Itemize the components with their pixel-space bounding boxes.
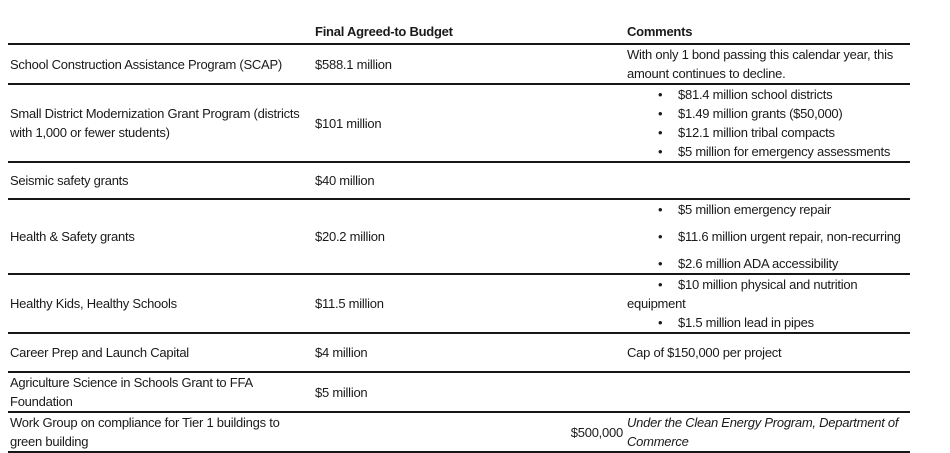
program-name: Health & Safety grants [10, 229, 135, 244]
bullet-icon: • [658, 315, 663, 330]
budget-cell: $4 million [313, 333, 625, 373]
program-name: Healthy Kids, Healthy Schools [10, 296, 177, 311]
bullet-icon: • [658, 277, 663, 292]
bullet-item: • $12.1 million tribal compacts [627, 123, 908, 142]
bullet-text: $5 million for emergency assessments [678, 144, 891, 159]
bullet-item: • $2.6 million ADA accessibility [627, 254, 908, 272]
bullet-icon: • [658, 87, 663, 102]
program-cell: Healthy Kids, Healthy Schools [8, 274, 313, 334]
table-row-work-group: Work Group on compliance for Tier 1 buil… [8, 412, 910, 453]
program-name: Career Prep and Launch Capital [10, 345, 189, 360]
bullet-text: $10 million physical and nutrition equip… [627, 277, 858, 311]
col-header-comments-label: Comments [627, 24, 693, 39]
program-cell: Seismic safety grants [8, 162, 313, 200]
bullet-item: • $1.49 million grants ($50,000) [627, 104, 908, 123]
bullet-text: $1.49 million grants ($50,000) [678, 106, 843, 121]
program-cell: Career Prep and Launch Capital [8, 333, 313, 373]
bullet-item: • $5 million emergency repair [627, 200, 908, 219]
bullet-icon: • [658, 202, 663, 217]
budget-cell: $40 million [313, 162, 625, 200]
table-row-seismic: Seismic safety grants $40 million [8, 162, 910, 200]
table-row-scap: School Construction Assistance Program (… [8, 44, 910, 85]
table-row-health-safety: Health & Safety grants $20.2 million • $5… [8, 199, 910, 275]
budget-value: $5 million [315, 384, 368, 400]
budget-cell: $11.5 million [313, 274, 625, 334]
table-row-agriculture: Agriculture Science in Schools Grant to … [8, 372, 910, 413]
program-name: Seismic safety grants [10, 173, 129, 188]
comments-cell: • $10 million physical and nutrition equi… [625, 274, 910, 334]
table-row-career-prep: Career Prep and Launch Capital $4 millio… [8, 333, 910, 373]
bullet-icon: • [658, 144, 663, 159]
bullet-item: • $5 million for emergency assessments [627, 142, 908, 160]
program-cell: School Construction Assistance Program (… [8, 44, 313, 85]
program-cell: Health & Safety grants [8, 199, 313, 275]
comment-text: With only 1 bond passing this calendar y… [627, 47, 893, 81]
budget-value: $20.2 million [315, 229, 385, 244]
bullet-icon: • [658, 229, 663, 244]
bullet-item: • $11.6 million urgent repair, non-recurr… [627, 227, 908, 246]
document-page: Final Agreed-to Budget Comments School C… [8, 22, 910, 453]
bullet-item: • $10 million physical and nutrition equi… [627, 275, 908, 313]
budget-value: $588.1 million [315, 56, 392, 72]
bullet-item: • $81.4 million school districts [627, 85, 908, 104]
program-name: Small District Modernization Grant Progr… [10, 106, 300, 140]
program-cell: Agriculture Science in Schools Grant to … [8, 372, 313, 413]
budget-table: Final Agreed-to Budget Comments School C… [8, 22, 910, 453]
bullet-icon: • [658, 125, 663, 140]
comment-text: Cap of $150,000 per project [627, 345, 782, 360]
table-row-healthy-kids: Healthy Kids, Healthy Schools $11.5 mill… [8, 274, 910, 334]
budget-cell: $5 million [313, 372, 625, 413]
budget-value: $4 million [315, 345, 368, 360]
comment-text: Under the Clean Energy Program, Departme… [627, 415, 899, 449]
comments-cell: With only 1 bond passing this calendar y… [625, 44, 910, 85]
budget-cell: $101 million [313, 84, 625, 163]
bullet-item: • $1.5 million lead in pipes [627, 313, 908, 331]
comments-cell: • $5 million emergency repair • $11.6 mill… [625, 199, 910, 275]
bullet-text: $81.4 million school districts [678, 87, 833, 102]
col-header-program [8, 22, 313, 45]
program-name: Work Group on compliance for Tier 1 buil… [10, 415, 280, 449]
col-header-budget-label: Final Agreed-to Budget [315, 24, 453, 39]
budget-cell: $20.2 million [313, 199, 625, 275]
program-name: School Construction Assistance Program (… [10, 56, 282, 72]
comments-cell [625, 162, 910, 200]
budget-value: $40 million [315, 173, 375, 188]
bullet-text: $5 million emergency repair [678, 202, 831, 217]
budget-value: $101 million [315, 115, 382, 131]
program-cell: Work Group on compliance for Tier 1 buil… [8, 412, 313, 453]
bullet-text: $11.6 million urgent repair, non-recurri… [678, 229, 901, 244]
col-header-comments: Comments [625, 22, 910, 45]
header-row: Final Agreed-to Budget Comments [8, 22, 910, 45]
bullet-text: $2.6 million ADA accessibility [678, 256, 839, 271]
comments-cell: Cap of $150,000 per project [625, 333, 910, 373]
bullet-icon: • [658, 256, 663, 271]
bullet-text: $1.5 million lead in pipes [678, 315, 814, 330]
table-row-small-district: Small District Modernization Grant Progr… [8, 84, 910, 163]
comments-cell: Under the Clean Energy Program, Departme… [625, 412, 910, 453]
comments-cell: • $81.4 million school districts • $1.49 m… [625, 84, 910, 163]
comments-cell [625, 372, 910, 413]
budget-cell: $500,000 [313, 412, 625, 453]
budget-value: $11.5 million [315, 296, 384, 311]
budget-value: $500,000 [570, 424, 623, 440]
bullet-icon: • [658, 106, 663, 121]
program-cell: Small District Modernization Grant Progr… [8, 84, 313, 163]
bullet-text: $12.1 million tribal compacts [678, 125, 835, 140]
budget-cell: $588.1 million [313, 44, 625, 85]
col-header-budget: Final Agreed-to Budget [313, 22, 625, 45]
program-name: Agriculture Science in Schools Grant to … [10, 375, 253, 409]
